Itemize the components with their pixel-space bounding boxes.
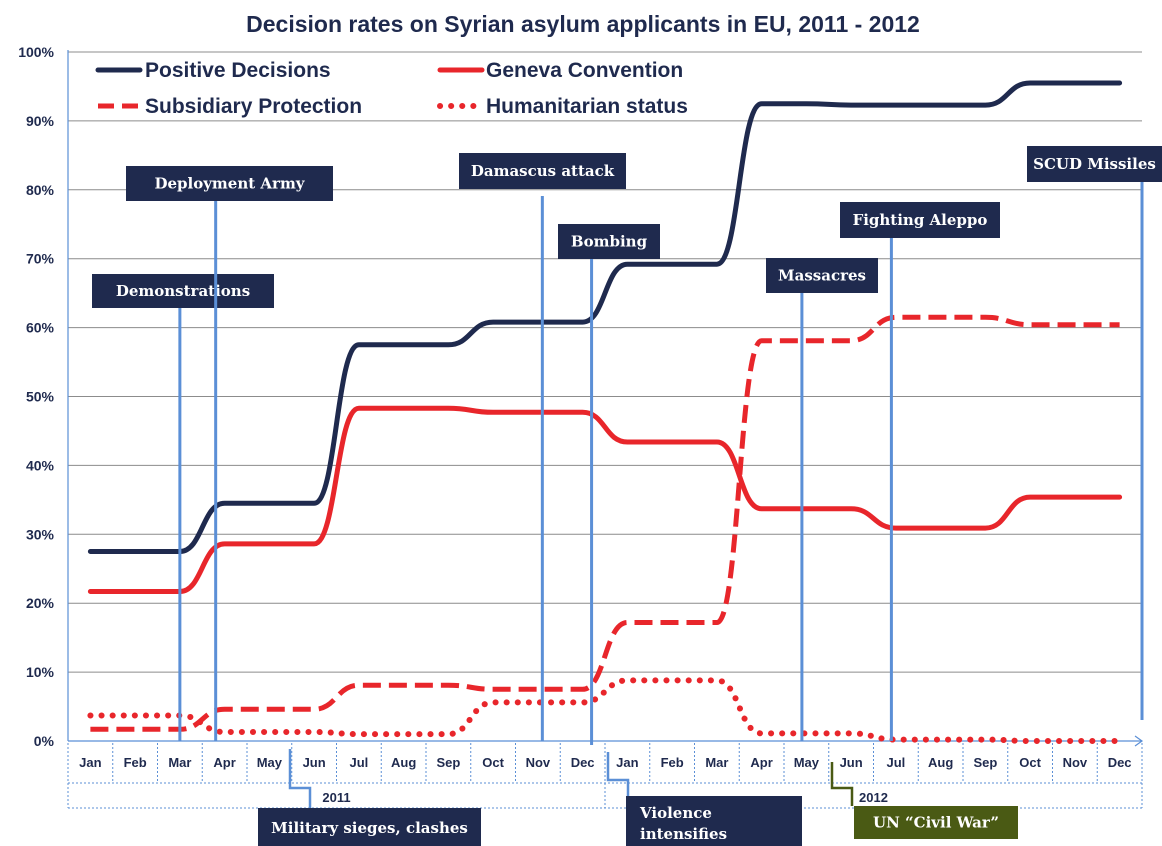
- x-tick-label: Aug: [391, 755, 416, 770]
- axis: 0% 10% 20% 30% 40% 50% 60% 70% 80% 90% 100% Jan Feb M…: [18, 44, 1144, 809]
- legend: Positive Decisions Geneva Convention Subsi…: [95, 59, 688, 118]
- series-line-subsidiary-protection: [90, 314, 1120, 732]
- event-label: Damascus attack: [471, 162, 615, 180]
- x-axis-arrow: [1134, 735, 1144, 747]
- event-label-box: [558, 224, 660, 259]
- x-tick-label: Nov: [526, 755, 551, 770]
- event-label-box: [258, 808, 481, 846]
- y-tick-label: 60%: [26, 320, 55, 336]
- x-tick-label: Apr: [750, 755, 772, 770]
- event-label-box: [840, 202, 1000, 238]
- event-label-box: [854, 806, 1018, 839]
- x-tick-label: Jul: [349, 755, 368, 770]
- legend-label: Geneva Convention: [486, 59, 683, 82]
- x-tick-label: May: [794, 755, 820, 770]
- event-label: Massacres: [778, 267, 866, 285]
- x-tick-label: Mar: [168, 755, 191, 770]
- event-label: Demonstrations: [116, 282, 250, 300]
- event-massacres: Massacres: [766, 258, 878, 741]
- x-tick-label: May: [257, 755, 283, 770]
- event-military-sieges-clashes: Military sieges, clashes: [258, 749, 481, 846]
- x-tick-label: Apr: [213, 755, 235, 770]
- x-tick-label: Jan: [79, 755, 101, 770]
- y-tick-label: 80%: [26, 182, 55, 198]
- x-tick-label: Feb: [661, 755, 684, 770]
- event-annotations: Demonstrations Deployment Army Military si…: [92, 146, 1162, 846]
- event-fighting-aleppo: Fighting Aleppo: [840, 202, 1000, 741]
- y-tick-label: 100%: [18, 44, 54, 60]
- event-label: Violence intensifies: [639, 804, 727, 843]
- legend-item-geneva-convention: Geneva Convention: [437, 59, 683, 82]
- y-tick-label: 10%: [26, 664, 55, 680]
- y-tick-label: 40%: [26, 457, 55, 473]
- event-label-box: [1027, 146, 1162, 182]
- legend-item-subsidiary-protection: Subsidiary Protection: [98, 95, 362, 118]
- grid: [68, 51, 1142, 673]
- event-label: Bombing: [571, 233, 648, 251]
- x-tick-label: Sep: [436, 755, 460, 770]
- legend-label: Humanitarian status: [486, 95, 688, 118]
- event-label-box: [92, 274, 274, 308]
- event-label-box: [766, 258, 878, 293]
- legend-label: Positive Decisions: [145, 59, 331, 82]
- event-scud-missiles: SCUD Missiles: [1027, 146, 1162, 720]
- x-tick-label: Sep: [973, 755, 997, 770]
- event-un-civil-war: UN “Civil War”: [830, 762, 1018, 839]
- year-label: 2012: [859, 790, 888, 805]
- x-tick-label: Jan: [616, 755, 638, 770]
- chart-title: Decision rates on Syrian asylum applican…: [246, 11, 920, 37]
- event-label: Deployment Army: [154, 175, 305, 193]
- x-tick-label: Dec: [1108, 755, 1132, 770]
- event-demonstrations: Demonstrations: [92, 274, 274, 741]
- y-tick-label: 30%: [26, 526, 55, 542]
- legend-item-humanitarian-status: Humanitarian status: [437, 95, 688, 118]
- series-line-positive-decisions: [87, 80, 1123, 554]
- x-tick-label: Jun: [303, 755, 326, 770]
- event-label: Fighting Aleppo: [853, 211, 988, 229]
- event-label: Military sieges, clashes: [271, 819, 468, 837]
- event-label: SCUD Missiles: [1033, 155, 1156, 173]
- x-tick-label: Oct: [482, 755, 504, 770]
- legend-item-positive-decisions: Positive Decisions: [95, 59, 331, 82]
- event-label-box: [459, 153, 626, 189]
- x-tick-label: Feb: [124, 755, 147, 770]
- event-label-box: [126, 166, 333, 201]
- event-marker-line: [830, 762, 854, 806]
- y-tick-label: 50%: [26, 389, 55, 405]
- x-tick-label: Aug: [928, 755, 953, 770]
- y-tick-label: 90%: [26, 113, 55, 129]
- x-tick-label: Jun: [840, 755, 863, 770]
- event-label-line: Violence: [639, 804, 712, 822]
- y-tick-label: 0%: [34, 733, 55, 749]
- event-violence-intensifies: Violence intensifies: [606, 752, 802, 846]
- event-label: UN “Civil War”: [873, 814, 999, 832]
- x-tick-label: Oct: [1019, 755, 1041, 770]
- x-tick-label: Nov: [1063, 755, 1088, 770]
- legend-label: Subsidiary Protection: [145, 95, 362, 118]
- event-label-line: intensifies: [640, 825, 727, 843]
- series-line-geneva-convention: [87, 405, 1123, 594]
- year-label: 2011: [322, 790, 350, 805]
- event-marker-line: [288, 749, 312, 808]
- x-tick-label: Dec: [571, 755, 595, 770]
- x-tick-label: Jul: [886, 755, 905, 770]
- event-damascus-attack: Damascus attack: [459, 153, 626, 741]
- y-tick-label: 70%: [26, 251, 55, 267]
- event-label-box: [626, 796, 802, 846]
- x-tick-label: Mar: [705, 755, 728, 770]
- event-bombing: Bombing: [558, 224, 660, 745]
- y-tick-label: 20%: [26, 595, 55, 611]
- event-deployment-army: Deployment Army: [126, 166, 333, 741]
- event-marker-line: [606, 752, 630, 796]
